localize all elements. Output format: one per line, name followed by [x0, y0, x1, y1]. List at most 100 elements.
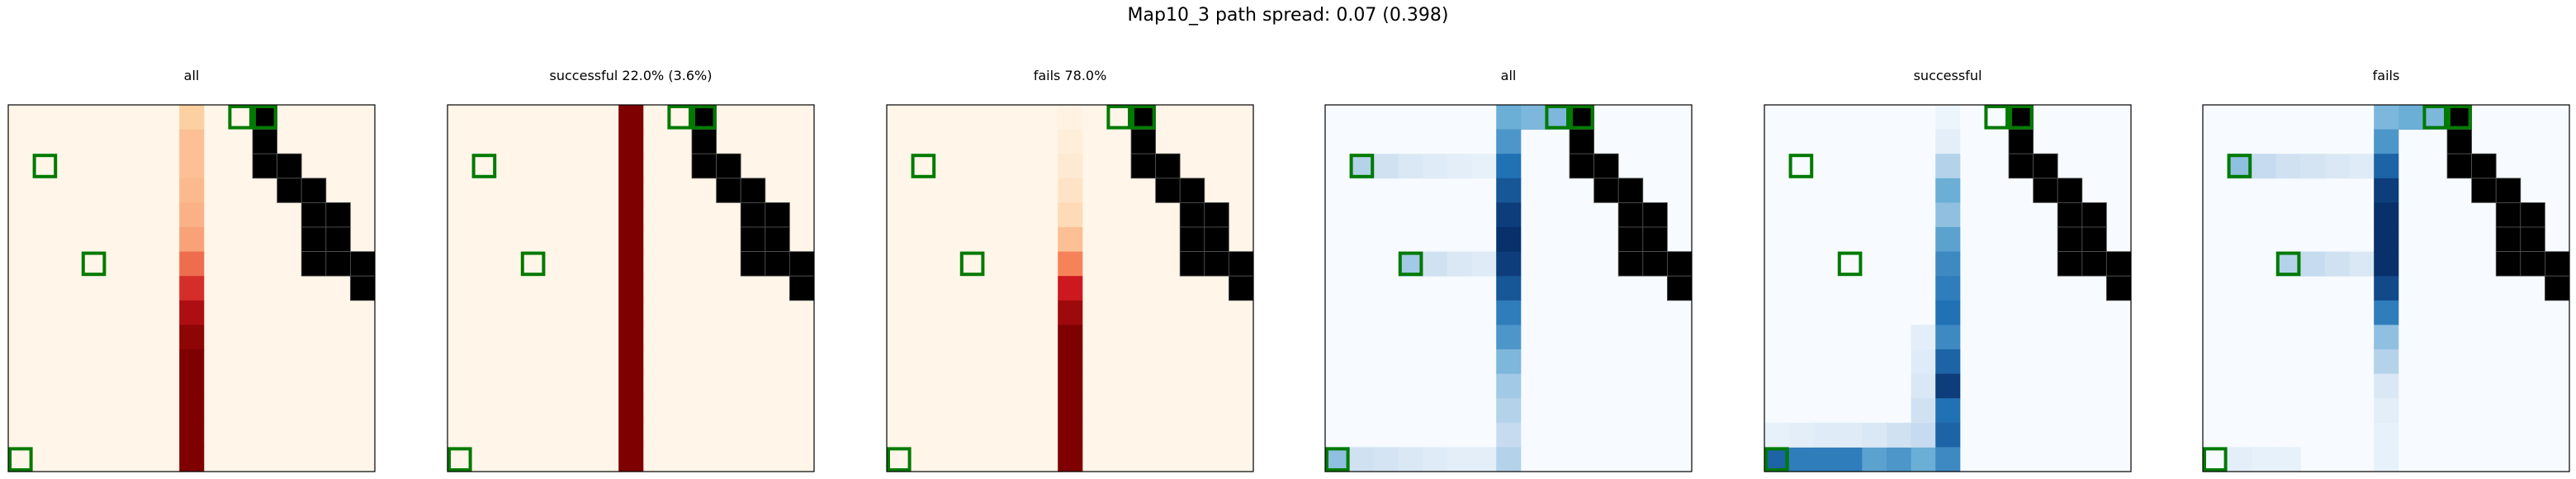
goal-marker — [32, 154, 58, 178]
heat-cell — [1887, 447, 1912, 472]
panel-frame — [2202, 104, 2570, 472]
heat-cell — [1423, 154, 1448, 179]
heat-cell — [2422, 105, 2448, 130]
heat-cell — [1911, 422, 1936, 448]
heat-cell — [1545, 105, 1570, 130]
heat-cell — [179, 251, 205, 277]
heat-cell — [1862, 447, 1887, 472]
heat-cell — [1398, 447, 1423, 472]
panel-title-5: successful — [1913, 68, 1982, 83]
heat-cell — [1935, 349, 1961, 375]
goal-marker — [1325, 447, 1350, 472]
goal-marker — [1764, 447, 1789, 472]
obstacle-cell — [301, 251, 327, 277]
obstacle-cell — [765, 251, 790, 277]
goal-marker — [2203, 447, 2228, 472]
obstacle-cell — [789, 251, 815, 277]
panel-title-4: all — [1500, 68, 1517, 83]
heat-cell — [1935, 373, 1961, 399]
heat-cell — [2374, 202, 2399, 228]
heat-cell — [1058, 202, 1083, 228]
goal-marker — [253, 105, 277, 130]
obstacle-cell — [1204, 202, 1229, 228]
heat-cell — [179, 178, 205, 203]
heat-cell — [1837, 422, 1863, 448]
obstacle-cell — [1667, 251, 1693, 277]
obstacle-cell — [252, 104, 278, 130]
heat-cell — [1374, 447, 1399, 472]
obstacle-cell — [1617, 178, 1644, 203]
obstacle-cell — [2471, 178, 2497, 203]
obstacle-cell — [691, 153, 717, 179]
obstacle-cell — [691, 104, 717, 130]
obstacle-cell — [740, 178, 766, 203]
heat-cell — [1058, 251, 1083, 277]
heat-cell — [2374, 276, 2399, 301]
obstacle-cell — [301, 202, 327, 228]
obstacle-cell — [765, 226, 790, 253]
goal-marker — [2227, 154, 2252, 178]
obstacle-cell — [1617, 202, 1644, 228]
obstacle-cell — [2520, 251, 2545, 277]
heat-cell — [1496, 447, 1522, 472]
heat-cell — [2374, 325, 2399, 350]
heat-cell — [2398, 105, 2423, 130]
heat-cell — [2374, 422, 2399, 448]
heat-cell — [2349, 154, 2375, 179]
heat-cell — [618, 129, 644, 154]
obstacle-cell — [325, 251, 351, 277]
heat-cell — [618, 178, 644, 203]
heat-cell — [1325, 447, 1351, 472]
obstacle-cell — [325, 202, 351, 228]
heat-cell — [1496, 373, 1522, 399]
heat-cell — [1788, 422, 1814, 448]
obstacle-cell — [1569, 104, 1595, 130]
panel-frame — [447, 104, 815, 472]
heat-cell — [1423, 447, 1448, 472]
obstacle-cell — [1642, 226, 1668, 253]
heat-cell — [1911, 447, 1936, 472]
heat-cell — [1058, 227, 1083, 253]
heat-cell — [179, 202, 205, 228]
heat-cell — [1935, 129, 1961, 154]
heat-cell — [1496, 178, 1522, 203]
heat-cell — [2325, 251, 2351, 277]
goal-marker — [2275, 251, 2301, 277]
goal-marker — [1131, 105, 1156, 130]
obstacle-cell — [2033, 178, 2058, 203]
heat-cell — [2300, 251, 2326, 277]
obstacle-cell — [2008, 129, 2034, 154]
panel-title-2: successful 22.0% (3.6%) — [549, 68, 713, 83]
heat-cell — [1398, 154, 1423, 179]
heat-cell — [618, 251, 644, 277]
heat-cell — [2374, 447, 2399, 472]
heat-cell — [1058, 398, 1083, 424]
goal-marker — [8, 447, 33, 472]
heat-cell — [179, 300, 205, 325]
heat-cell — [1058, 154, 1083, 179]
heat-cell — [179, 105, 205, 130]
heat-cell — [1813, 422, 1839, 448]
obstacle-cell — [1155, 153, 1181, 179]
obstacle-cell — [2446, 129, 2473, 154]
heat-cell — [1058, 129, 1083, 154]
heat-cell — [2374, 398, 2399, 424]
obstacle-cell — [1179, 202, 1205, 228]
heat-cell — [1837, 447, 1863, 472]
goal-marker — [1837, 251, 1863, 277]
heat-cell — [1887, 422, 1912, 448]
obstacle-cell — [1130, 129, 1157, 154]
heat-cell — [1496, 325, 1522, 350]
heat-cell — [2374, 251, 2399, 277]
obstacle-cell — [2471, 153, 2497, 179]
obstacle-cell — [1130, 153, 1157, 179]
panel-frame — [1324, 104, 1693, 472]
obstacle-cell — [2105, 275, 2132, 301]
heat-cell — [1058, 178, 1083, 203]
obstacle-cell — [1569, 129, 1595, 154]
heat-cell — [1935, 202, 1961, 228]
goal-marker — [887, 447, 912, 472]
obstacle-cell — [1617, 251, 1644, 277]
goal-marker — [1788, 154, 1814, 178]
